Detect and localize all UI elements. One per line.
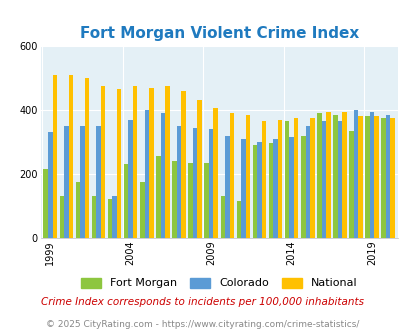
Bar: [197, 100, 201, 238]
Bar: [277, 119, 281, 238]
Bar: [85, 78, 89, 238]
Bar: [100, 86, 105, 238]
Bar: [96, 126, 100, 238]
Bar: [75, 182, 80, 238]
Bar: [172, 161, 176, 238]
Bar: [353, 110, 357, 238]
Bar: [357, 116, 362, 238]
Bar: [140, 182, 144, 238]
Bar: [261, 121, 266, 238]
Bar: [284, 121, 289, 238]
Bar: [309, 118, 314, 238]
Bar: [108, 199, 112, 238]
Bar: [165, 86, 169, 238]
Bar: [369, 112, 373, 238]
Bar: [149, 88, 153, 238]
Bar: [124, 164, 128, 238]
Bar: [176, 126, 181, 238]
Bar: [43, 169, 48, 238]
Bar: [257, 142, 261, 238]
Bar: [68, 75, 73, 238]
Bar: [188, 163, 192, 238]
Bar: [268, 144, 273, 238]
Bar: [224, 136, 229, 238]
Bar: [325, 112, 330, 238]
Text: Crime Index corresponds to incidents per 100,000 inhabitants: Crime Index corresponds to incidents per…: [41, 297, 364, 307]
Bar: [293, 118, 298, 238]
Bar: [204, 163, 209, 238]
Bar: [273, 139, 277, 238]
Bar: [192, 127, 197, 238]
Bar: [48, 132, 52, 238]
Bar: [245, 115, 249, 238]
Bar: [64, 126, 68, 238]
Bar: [112, 196, 117, 238]
Bar: [289, 137, 293, 238]
Bar: [181, 91, 185, 238]
Title: Fort Morgan Violent Crime Index: Fort Morgan Violent Crime Index: [79, 26, 358, 41]
Bar: [156, 156, 160, 238]
Bar: [220, 196, 224, 238]
Bar: [252, 145, 257, 238]
Bar: [333, 115, 337, 238]
Legend: Fort Morgan, Colorado, National: Fort Morgan, Colorado, National: [81, 278, 357, 288]
Bar: [52, 75, 57, 238]
Bar: [390, 118, 394, 238]
Bar: [160, 113, 165, 238]
Bar: [381, 118, 385, 238]
Bar: [300, 136, 305, 238]
Bar: [385, 115, 390, 238]
Bar: [80, 126, 85, 238]
Bar: [229, 113, 233, 238]
Bar: [117, 89, 121, 238]
Bar: [321, 121, 325, 238]
Bar: [316, 113, 321, 238]
Bar: [209, 129, 213, 238]
Bar: [236, 201, 241, 238]
Bar: [348, 131, 353, 238]
Bar: [373, 116, 378, 238]
Bar: [213, 108, 217, 238]
Bar: [92, 196, 96, 238]
Bar: [341, 112, 346, 238]
Bar: [337, 121, 341, 238]
Bar: [133, 86, 137, 238]
Bar: [305, 126, 309, 238]
Bar: [364, 116, 369, 238]
Bar: [144, 110, 149, 238]
Bar: [60, 196, 64, 238]
Bar: [128, 119, 133, 238]
Bar: [241, 139, 245, 238]
Text: © 2025 CityRating.com - https://www.cityrating.com/crime-statistics/: © 2025 CityRating.com - https://www.city…: [46, 319, 359, 329]
